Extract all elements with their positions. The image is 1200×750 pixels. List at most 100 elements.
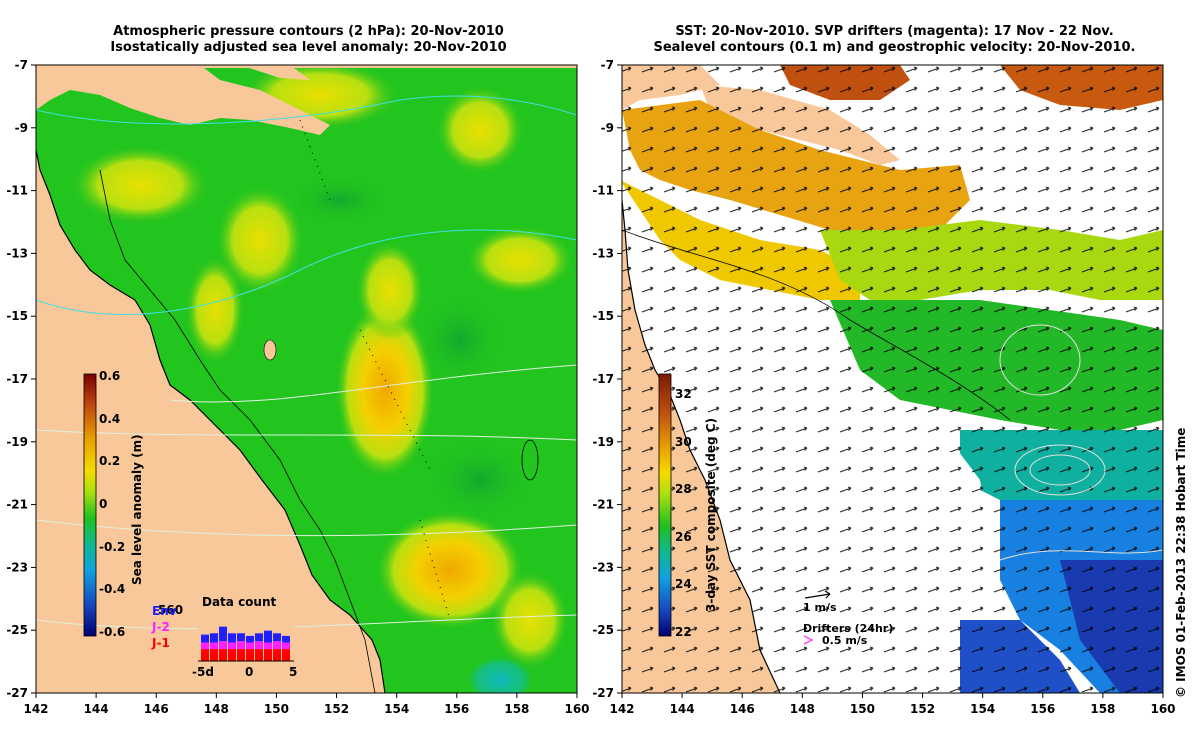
y-tick-label: -7 xyxy=(15,58,28,72)
colorbar-tick-label: 0.6 xyxy=(99,369,121,383)
left-map xyxy=(36,65,577,693)
y-tick-label: -19 xyxy=(592,435,614,449)
colorbar-tick-label: 30 xyxy=(675,434,692,449)
colorbar-tick-label: 24 xyxy=(675,577,692,592)
colorbar-tick-label: -0.2 xyxy=(99,539,126,554)
data-count-bar-blue xyxy=(210,633,218,643)
data-count-bars xyxy=(201,626,290,661)
colorbar-tick-label: 0 xyxy=(99,497,108,511)
data-count-legend-item: Env xyxy=(152,604,177,618)
colorbar-tick-label: 32 xyxy=(675,387,692,401)
x-tick-label: 160 xyxy=(1150,702,1175,716)
x-tick-label: 152 xyxy=(910,702,935,716)
y-tick-label: -17 xyxy=(6,372,28,386)
data-count-bar-magenta xyxy=(264,642,272,650)
data-count-bar-red xyxy=(237,649,245,661)
left-colorbar-title: Sea level anomaly (m) xyxy=(130,434,144,585)
data-count-bar-magenta xyxy=(255,641,263,650)
data-count-bar-red xyxy=(282,649,290,661)
x-tick-label: 142 xyxy=(23,702,48,716)
x-tick-label: 146 xyxy=(144,702,169,716)
x-tick-label: 148 xyxy=(790,702,815,716)
data-count-bar-red xyxy=(219,649,227,661)
left-title-line2: Isostatically adjusted sea level anomaly… xyxy=(110,40,507,55)
data-count-bar-blue xyxy=(282,635,290,643)
x-tick-label: 154 xyxy=(970,702,995,716)
velocity-scale xyxy=(804,590,831,599)
y-tick-label: -25 xyxy=(592,623,614,637)
colorbar-tick-label: -0.6 xyxy=(99,625,126,639)
data-count-x-mid: 0 xyxy=(245,665,254,679)
colorbar-tick-label: 28 xyxy=(675,482,692,497)
data-count-bar-red xyxy=(246,649,254,661)
y-tick-label: -25 xyxy=(6,623,28,637)
data-count-bar-red xyxy=(273,649,281,661)
right-panel-title: SST: 20-Nov-2010. SVP drifters (magenta)… xyxy=(622,24,1167,56)
drifters-label: Drifters (24hr) xyxy=(803,622,894,635)
data-count-inset xyxy=(198,608,294,663)
data-count-x-start: -5d xyxy=(192,665,214,679)
right-title-line1: SST: 20-Nov-2010. SVP drifters (magenta)… xyxy=(675,24,1114,39)
x-tick-label: 148 xyxy=(204,702,229,716)
y-tick-label: -15 xyxy=(592,309,614,323)
data-count-title: Data count xyxy=(202,595,277,609)
data-count-legend-item: J-2 xyxy=(152,620,170,634)
data-count-bar-blue xyxy=(255,633,263,642)
data-count-legend-item: J-1 xyxy=(152,636,170,650)
data-count-bar-magenta xyxy=(210,642,218,650)
drifter-legend-arrow xyxy=(803,635,814,645)
data-count-bar-magenta xyxy=(246,642,254,650)
x-tick-label: 160 xyxy=(564,702,589,716)
data-count-bar-magenta xyxy=(219,641,227,650)
x-tick-label: 144 xyxy=(670,702,695,716)
left-colorbar xyxy=(83,373,97,637)
y-tick-label: -27 xyxy=(6,686,28,700)
y-tick-label: -15 xyxy=(6,309,28,323)
right-coastline xyxy=(622,199,781,693)
y-tick-label: -13 xyxy=(6,246,28,260)
colorbar-tick-label: -0.4 xyxy=(99,582,126,597)
data-count-bar-magenta xyxy=(201,642,209,650)
data-count-bar-blue xyxy=(246,635,254,643)
colorbar-tick-label: 26 xyxy=(675,529,692,544)
right-title-line2: Sealevel contours (0.1 m) and geostrophi… xyxy=(653,40,1136,55)
data-count-x-end: 5 xyxy=(289,665,298,679)
data-count-bar-red xyxy=(201,649,209,661)
right-colorbar xyxy=(658,373,672,637)
data-count-bar-red xyxy=(210,649,218,661)
y-tick-label: -19 xyxy=(6,435,28,449)
x-tick-label: 150 xyxy=(850,702,875,716)
left-coastline xyxy=(36,149,386,693)
velocity-scale-label: 1 m/s xyxy=(803,601,837,614)
drifters-speed-label: 0.5 m/s xyxy=(822,634,868,647)
x-tick-label: 156 xyxy=(1030,702,1055,716)
data-count-bar-magenta xyxy=(228,642,236,650)
y-tick-label: -9 xyxy=(601,121,614,135)
data-count-bar-magenta xyxy=(282,642,290,650)
x-tick-label: 144 xyxy=(84,702,109,716)
x-tick-label: 158 xyxy=(1090,702,1115,716)
data-count-bar-magenta xyxy=(237,641,245,650)
x-tick-label: 152 xyxy=(324,702,349,716)
colorbar-tick-label: 0.2 xyxy=(99,454,121,469)
data-count-bar-blue xyxy=(201,634,209,643)
x-tick-label: 154 xyxy=(384,702,409,716)
data-count-bar-red xyxy=(264,649,272,661)
data-count-bar-red xyxy=(228,649,236,661)
x-tick-label: 142 xyxy=(609,702,634,716)
y-tick-label: -7 xyxy=(601,58,614,72)
left-new-guinea-land xyxy=(36,65,330,135)
data-count-bar-blue xyxy=(237,633,245,642)
y-tick-label: -23 xyxy=(6,560,28,574)
axes: -7 -9 -11 -13 -15 -17 -19 -21 -23 -25 -27 142 144 146… xyxy=(6,58,1175,716)
right-map xyxy=(622,65,1163,693)
right-colorbar-title: 3-day SST composite (deg C) xyxy=(704,417,718,612)
y-tick-label: -21 xyxy=(592,498,614,512)
y-tick-label: -9 xyxy=(15,121,28,135)
data-count-bar-blue xyxy=(264,630,272,643)
y-tick-label: -27 xyxy=(592,686,614,700)
x-tick-label: 146 xyxy=(730,702,755,716)
x-tick-label: 156 xyxy=(444,702,469,716)
colorbar-tick-label: 22 xyxy=(675,625,692,639)
